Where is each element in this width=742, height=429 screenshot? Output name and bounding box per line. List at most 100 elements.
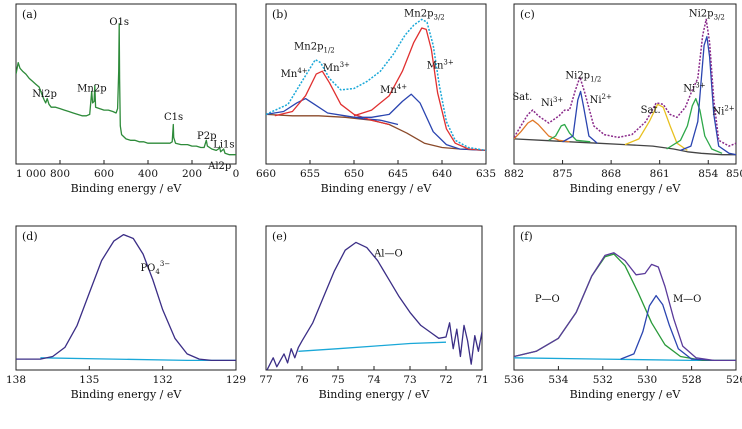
annotation-text: P—O bbox=[535, 294, 560, 305]
x-tick-label: 76 bbox=[295, 374, 309, 386]
series-group bbox=[266, 241, 482, 370]
peak-annotation: Mn4+ bbox=[380, 83, 407, 96]
x-tick-label: 71 bbox=[475, 374, 488, 386]
peak-annotation: Mn3+ bbox=[323, 61, 350, 74]
peak-annotation: Mn3+ bbox=[427, 58, 454, 71]
x-tick-label: 526 bbox=[726, 374, 742, 386]
annotation-superscript: 2+ bbox=[724, 104, 734, 112]
annotation-text: Li1s bbox=[213, 140, 234, 151]
peak-annotation: Ni3+ bbox=[541, 96, 563, 109]
plot-frame bbox=[513, 225, 737, 371]
panel-c: 882 875 868 861 854 850 Binding energy / eV (c)… bbox=[504, 3, 742, 195]
annotation-superscript: 3+ bbox=[340, 61, 350, 69]
series-line-sat-2p3-2 bbox=[624, 103, 688, 151]
annotation-text: PO bbox=[140, 263, 155, 274]
x-tick-label: 74 bbox=[367, 374, 381, 386]
plot-frame bbox=[265, 3, 487, 165]
x-tick-label: 528 bbox=[682, 374, 702, 386]
x-tick-label: 854 bbox=[698, 168, 718, 180]
plot-frame bbox=[15, 3, 237, 165]
panel-a: 1 000 800 600 400 200 0 Binding energy / eV (a)… bbox=[15, 3, 239, 195]
series-line-background bbox=[514, 138, 736, 156]
annotation-text: Mn2p bbox=[294, 42, 323, 53]
series-line-ni2-2p3-2 bbox=[680, 35, 736, 156]
series-line-envelope bbox=[514, 252, 736, 362]
x-tick-label: 650 bbox=[344, 168, 364, 180]
x-tick-label: 645 bbox=[388, 168, 408, 180]
annotation-text: Al—O bbox=[373, 249, 403, 260]
peak-annotation: Mn2p1/2 bbox=[294, 42, 335, 55]
peak-annotation: O1s bbox=[109, 17, 129, 28]
x-tick-label: 77 bbox=[259, 374, 272, 386]
annotation-text: Sat. bbox=[512, 92, 532, 103]
x-tick-label: 635 bbox=[476, 168, 496, 180]
annotation-superscript: 4+ bbox=[397, 83, 407, 91]
series-line-fit bbox=[16, 233, 236, 362]
series-line-envelope bbox=[266, 18, 486, 152]
annotation-text: M—O bbox=[673, 294, 701, 305]
annotation-superscript: 3+ bbox=[553, 96, 563, 104]
series-line-mn4-2p3-2 bbox=[354, 93, 486, 152]
x-tick-label: 132 bbox=[153, 374, 173, 386]
series-line-ni2-2p1-2 bbox=[562, 90, 598, 144]
peak-annotation: Ni2p3/2 bbox=[689, 8, 725, 21]
peak-annotation: P2p bbox=[197, 131, 217, 142]
peak-annotation: Ni3+ bbox=[683, 81, 705, 94]
x-tick-label: 800 bbox=[50, 168, 70, 180]
annotation-superscript: 4+ bbox=[297, 67, 307, 75]
peak-annotation: Al2p bbox=[207, 161, 231, 172]
x-tick-label: 875 bbox=[553, 168, 573, 180]
series-group bbox=[266, 18, 486, 152]
plot-frame bbox=[513, 3, 737, 165]
annotation-text: Ni bbox=[683, 83, 695, 94]
annotation-text: Mn bbox=[380, 85, 397, 96]
x-axis-label: Binding energy / eV bbox=[570, 388, 682, 401]
series-line-mn4-2p1-2 bbox=[266, 97, 399, 126]
annotation-text: Ni bbox=[541, 98, 553, 109]
annotation-text: Mn bbox=[427, 60, 444, 71]
peak-annotation: Ni2p bbox=[32, 89, 57, 100]
x-axis-label: Binding energy / eV bbox=[71, 182, 183, 195]
x-axis-label: Binding energy / eV bbox=[321, 182, 433, 195]
annotation-superscript: 2+ bbox=[602, 93, 612, 101]
x-tick-label: 861 bbox=[650, 168, 670, 180]
annotation-text: Ni2p bbox=[565, 70, 590, 81]
x-tick-label: 640 bbox=[432, 168, 452, 180]
series-line-mn3-2p3-2 bbox=[353, 27, 486, 152]
peak-annotation: Al—O bbox=[373, 249, 403, 260]
series-line-ni3-2p3-2 bbox=[666, 97, 723, 154]
series-line-envelope bbox=[514, 18, 736, 147]
x-tick-label: 600 bbox=[94, 168, 114, 180]
annotation-subscript: 3/2 bbox=[714, 13, 725, 21]
x-tick-label: 73 bbox=[403, 374, 416, 386]
x-tick-label: 655 bbox=[300, 168, 320, 180]
peak-annotation: Li1s bbox=[213, 140, 234, 151]
annotation-text: P2p bbox=[197, 131, 217, 142]
x-tick-label: 138 bbox=[6, 374, 26, 386]
panel-d: 138 135 132 129 Binding energy / eV (d) PO43− bbox=[6, 225, 246, 401]
series-group bbox=[16, 23, 236, 156]
series-group bbox=[16, 233, 236, 362]
peak-annotation: Sat. bbox=[512, 92, 532, 103]
panel-f: 536 534 532 530 528 526 Binding energy / eV (f)… bbox=[504, 225, 742, 401]
series-line-background bbox=[298, 341, 447, 352]
x-tick-label: 660 bbox=[256, 168, 276, 180]
panel-e: 77 76 75 74 73 72 71 Binding energy / eV (e) Al—O bbox=[259, 225, 489, 401]
peak-annotation: P—O bbox=[535, 294, 560, 305]
annotation-subscript: 3/2 bbox=[433, 13, 444, 21]
annotation-text: Sat. bbox=[641, 105, 661, 116]
panel-b: 660 655 650 645 640 635 Binding energy / eV (b)… bbox=[256, 3, 496, 195]
x-axis-label: Binding energy / eV bbox=[319, 388, 431, 401]
peak-annotation: Sat. bbox=[641, 105, 661, 116]
peak-annotation: Mn2p bbox=[77, 83, 106, 94]
annotation-subscript: 1/2 bbox=[323, 47, 334, 55]
peak-annotation: Ni2p1/2 bbox=[565, 70, 601, 83]
panel-label: (a) bbox=[22, 8, 37, 21]
x-tick-label: 400 bbox=[138, 168, 158, 180]
x-tick-label: 882 bbox=[504, 168, 524, 180]
x-tick-label: 135 bbox=[79, 374, 99, 386]
panel-label: (c) bbox=[520, 8, 535, 21]
annotation-text: Mn2p bbox=[77, 83, 106, 94]
x-tick-label: 868 bbox=[601, 168, 621, 180]
